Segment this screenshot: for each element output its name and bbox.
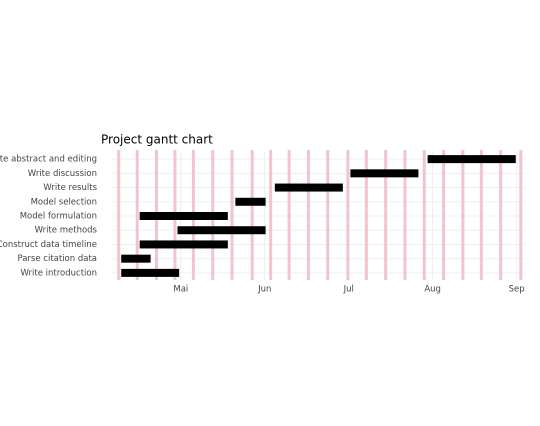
y-tick-label: Write abstract and editing: [0, 155, 97, 165]
task-bar: [177, 226, 266, 235]
chart-title: Project gantt chart: [101, 133, 213, 147]
y-tick-label: Write methods: [35, 226, 98, 236]
task-bar: [139, 240, 228, 249]
y-tick-label: Construct data timeline: [0, 240, 97, 250]
y-tick-label: Model selection: [31, 197, 97, 207]
task-bar: [274, 183, 343, 192]
task-bar: [121, 268, 180, 277]
y-tick-label: Write introduction: [21, 268, 97, 278]
x-tick-label: Sep: [509, 285, 525, 295]
task-bar: [121, 254, 151, 263]
x-tick-label: Jun: [257, 285, 271, 295]
x-tick-label: Mai: [173, 285, 188, 295]
task-bar: [350, 169, 419, 178]
x-tick-label: Jul: [343, 285, 354, 295]
x-tick-label: Aug: [424, 285, 441, 295]
y-tick-label: Write results: [43, 183, 97, 193]
y-tick-label: Write discussion: [28, 169, 97, 179]
task-bar: [427, 155, 516, 164]
y-tick-label: Model formulation: [20, 212, 97, 222]
task-bar: [139, 212, 228, 220]
task-bar: [235, 197, 266, 206]
y-tick-label: Parse citation data: [17, 254, 97, 264]
